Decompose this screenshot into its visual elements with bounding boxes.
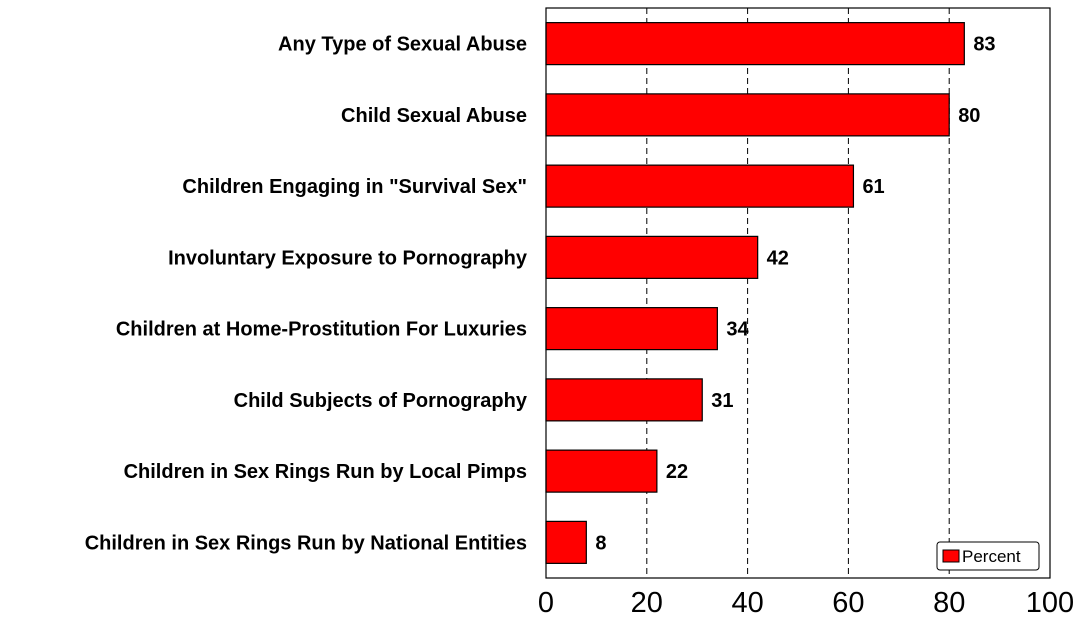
category-label: Children in Sex Rings Run by Local Pimps bbox=[124, 461, 527, 483]
plot-frame bbox=[545, 7, 1051, 579]
x-tick-label: 0 bbox=[538, 587, 554, 619]
category-label: Children Engaging in "Survival Sex" bbox=[182, 176, 527, 198]
category-labels: Any Type of Sexual Abuse Child Sexual Abu… bbox=[85, 34, 528, 555]
category-label: Child Sexual Abuse bbox=[341, 105, 527, 127]
x-tick-label: 60 bbox=[832, 587, 864, 619]
x-tick-label: 100 bbox=[1026, 587, 1074, 619]
data-label: 42 bbox=[767, 247, 789, 269]
category-label: Child Subjects of Pornography bbox=[234, 390, 528, 412]
bar bbox=[545, 307, 718, 351]
category-label: Children at Home-Prostitution For Luxuri… bbox=[116, 319, 527, 341]
bar bbox=[545, 378, 703, 422]
data-label: 34 bbox=[726, 319, 749, 341]
bars bbox=[545, 22, 965, 564]
data-label: 22 bbox=[666, 461, 688, 483]
bar bbox=[545, 22, 965, 66]
data-label: 80 bbox=[958, 105, 980, 127]
bar bbox=[545, 93, 950, 137]
bar bbox=[545, 164, 855, 208]
legend-swatch bbox=[942, 549, 960, 563]
x-axis-ticks: 0 20 40 60 80 100 bbox=[538, 587, 1074, 619]
data-labels: 83 80 61 42 34 31 22 8 bbox=[595, 34, 995, 555]
category-label: Involuntary Exposure to Pornography bbox=[168, 247, 528, 269]
data-label: 8 bbox=[595, 532, 606, 554]
bar bbox=[545, 520, 587, 564]
x-tick-label: 20 bbox=[631, 587, 663, 619]
category-label: Any Type of Sexual Abuse bbox=[278, 34, 527, 56]
x-tick-label: 80 bbox=[933, 587, 965, 619]
data-label: 61 bbox=[862, 176, 884, 198]
legend-label: Percent bbox=[962, 547, 1021, 566]
x-tick-label: 40 bbox=[731, 587, 763, 619]
category-label: Children in Sex Rings Run by National En… bbox=[85, 532, 527, 554]
bar bbox=[545, 235, 759, 279]
legend-box bbox=[936, 541, 1040, 571]
data-label: 31 bbox=[711, 390, 733, 412]
legend: Percent bbox=[936, 541, 1040, 571]
bar bbox=[545, 449, 658, 493]
data-label: 83 bbox=[973, 34, 995, 56]
